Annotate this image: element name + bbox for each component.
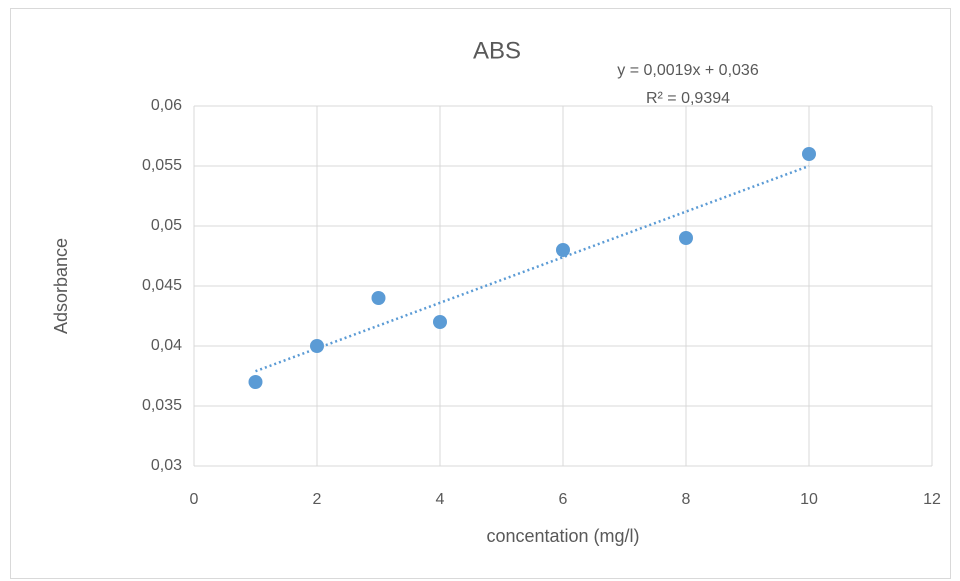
data-point [556, 243, 570, 257]
trendline-r2: R² = 0,9394 [646, 90, 730, 107]
data-point [248, 375, 263, 389]
y-tick-label: 0,055 [142, 157, 182, 174]
data-point [310, 339, 324, 353]
x-tick-label: 8 [682, 491, 691, 508]
data-point [679, 231, 693, 245]
x-tick-label: 6 [559, 491, 568, 508]
trendline-equation: y = 0,0019x + 0,036 [617, 62, 759, 79]
data-point [371, 291, 386, 305]
data-point [433, 315, 447, 329]
data-point [802, 147, 816, 161]
trendline [255, 164, 810, 373]
y-tick-label: 0,035 [142, 397, 182, 414]
x-tick-label: 4 [436, 491, 445, 508]
x-tick-label: 2 [313, 491, 322, 508]
y-tick-label: 0,06 [151, 97, 182, 114]
y-axis-label: Adsorbance [51, 238, 71, 334]
y-tick-label: 0,045 [142, 277, 182, 294]
x-axis-label: concentation (mg/l) [486, 526, 639, 546]
y-tick-label: 0,04 [151, 337, 182, 354]
x-tick-label: 0 [190, 491, 199, 508]
y-tick-label: 0,05 [151, 217, 182, 234]
y-tick-label: 0,03 [151, 457, 182, 474]
x-tick-label: 12 [923, 491, 941, 508]
chart-frame [10, 8, 951, 579]
chart-title: ABS [473, 37, 521, 64]
x-tick-label: 10 [800, 491, 818, 508]
